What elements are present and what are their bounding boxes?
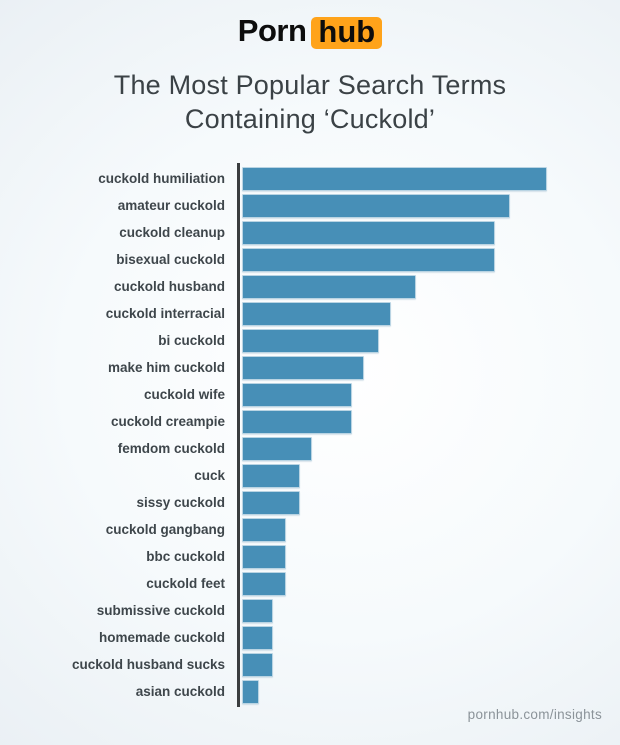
bar-label: femdom cuckold: [117, 441, 225, 456]
bar-track: [237, 247, 620, 272]
bar-label: make him cuckold: [107, 360, 225, 375]
bar-row: submissive cuckold: [0, 597, 620, 624]
bar-label: cuckold interracial: [105, 306, 225, 321]
bar-label: cuckold cleanup: [119, 225, 225, 240]
page-title: The Most Popular Search Terms Containing…: [0, 68, 620, 136]
bar-row: cuckold creampie: [0, 408, 620, 435]
pornhub-logo: Porn hub: [0, 13, 620, 49]
bar: [242, 544, 286, 569]
bar: [242, 166, 547, 191]
footer-site-text: pornhub.com/insights: [467, 707, 602, 722]
bar: [242, 382, 352, 407]
bar-track: [237, 679, 620, 704]
bar-row: cuckold husband: [0, 273, 620, 300]
bar-track: [237, 490, 620, 515]
bar-label: sissy cuckold: [136, 495, 225, 510]
bar-row: bi cuckold: [0, 327, 620, 354]
bar-track: [237, 652, 620, 677]
bar-row: cuckold gangbang: [0, 516, 620, 543]
bar: [242, 679, 259, 704]
bar-row: make him cuckold: [0, 354, 620, 381]
logo-text-porn: Porn: [237, 13, 307, 48]
bar: [242, 436, 312, 461]
bar-label: amateur cuckold: [117, 198, 225, 213]
bar: [242, 247, 495, 272]
bar-row: cuckold humiliation: [0, 165, 620, 192]
bar-label: cuckold husband: [113, 279, 225, 294]
bar-row: cuckold cleanup: [0, 219, 620, 246]
bar-track: [237, 436, 620, 461]
bar: [242, 274, 416, 299]
bar: [242, 328, 379, 353]
bar: [242, 355, 364, 380]
bar: [242, 652, 273, 677]
bar-track: [237, 274, 620, 299]
bar-track: [237, 382, 620, 407]
bar: [242, 409, 352, 434]
bar: [242, 598, 273, 623]
bar-track: [237, 409, 620, 434]
bar-label: asian cuckold: [135, 684, 225, 699]
bar: [242, 517, 286, 542]
bar-track: [237, 355, 620, 380]
bar: [242, 625, 273, 650]
bar: [242, 571, 286, 596]
bar-row: cuck: [0, 462, 620, 489]
bar-row: cuckold interracial: [0, 300, 620, 327]
bar-rows: cuckold humiliation amateur cuckold cuck…: [0, 165, 620, 705]
bar: [242, 220, 495, 245]
bar-track: [237, 463, 620, 488]
chart-y-axis-line: [237, 163, 240, 707]
bar-label: bbc cuckold: [146, 549, 225, 564]
bar-track: [237, 301, 620, 326]
bar-label: cuckold husband sucks: [71, 657, 225, 672]
bar-track: [237, 517, 620, 542]
page-title-line1: The Most Popular Search Terms: [113, 70, 507, 100]
bar-track: [237, 625, 620, 650]
bar-track: [237, 571, 620, 596]
bar-row: homemade cuckold: [0, 624, 620, 651]
bar: [242, 490, 300, 515]
bar-label: cuckold gangbang: [105, 522, 225, 537]
bar-label: cuckold wife: [143, 387, 225, 402]
bar-row: sissy cuckold: [0, 489, 620, 516]
bar-label: cuckold humiliation: [98, 171, 225, 186]
bar-row: cuckold wife: [0, 381, 620, 408]
bar-track: [237, 328, 620, 353]
bar-track: [237, 166, 620, 191]
bar-row: bbc cuckold: [0, 543, 620, 570]
bar-label: bisexual cuckold: [116, 252, 225, 267]
bar: [242, 193, 510, 218]
bar-row: cuckold feet: [0, 570, 620, 597]
bar-row: asian cuckold: [0, 678, 620, 705]
bar-row: cuckold husband sucks: [0, 651, 620, 678]
bar-label: cuck: [194, 468, 225, 483]
logo-text-hub: hub: [311, 16, 383, 49]
bar-track: [237, 193, 620, 218]
bar-track: [237, 598, 620, 623]
bar-row: amateur cuckold: [0, 192, 620, 219]
bar-label: submissive cuckold: [96, 603, 225, 618]
bar-label: cuckold creampie: [110, 414, 225, 429]
bar-label: homemade cuckold: [98, 630, 225, 645]
bar-track: [237, 220, 620, 245]
page-title-line2: Containing ‘Cuckold’: [184, 104, 436, 134]
bar: [242, 301, 391, 326]
bar-chart: cuckold humiliation amateur cuckold cuck…: [0, 163, 620, 707]
bar-row: bisexual cuckold: [0, 246, 620, 273]
bar-label: cuckold feet: [146, 576, 225, 591]
bar-row: femdom cuckold: [0, 435, 620, 462]
bar-track: [237, 544, 620, 569]
bar: [242, 463, 300, 488]
bar-label: bi cuckold: [158, 333, 225, 348]
